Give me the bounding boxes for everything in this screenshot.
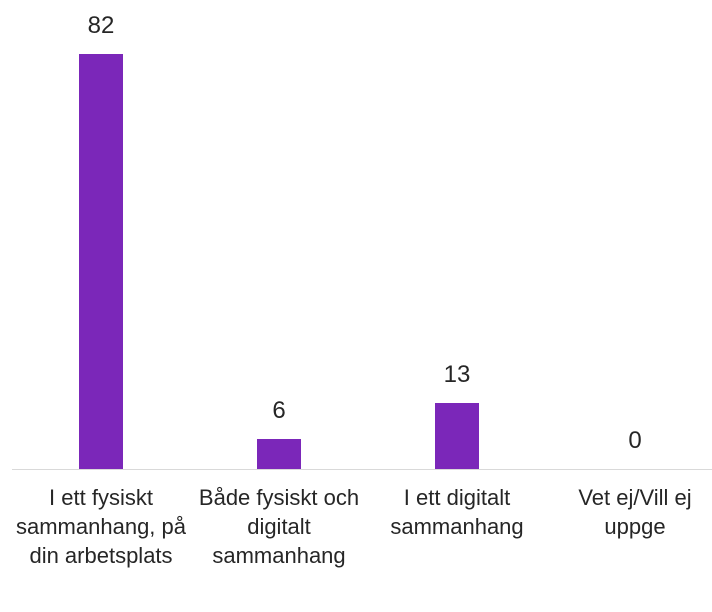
x-tick-label: I ett fysiskt sammanhang, på din arbetsp… [16,485,186,568]
x-tick-label: Vet ej/Vill ej uppge [578,485,692,539]
data-label: 13 [443,361,471,389]
bar [79,54,123,469]
x-tick-label: Både fysiskt och digitalt sammanhang [198,485,360,568]
data-label: 6 [272,396,286,424]
x-tick-label: I ett digitalt sammanhang [390,485,524,539]
bar [257,438,301,469]
data-label: 82 [87,12,115,39]
bar [435,403,479,469]
data-label: 0 [628,427,642,454]
baseline [12,469,712,470]
